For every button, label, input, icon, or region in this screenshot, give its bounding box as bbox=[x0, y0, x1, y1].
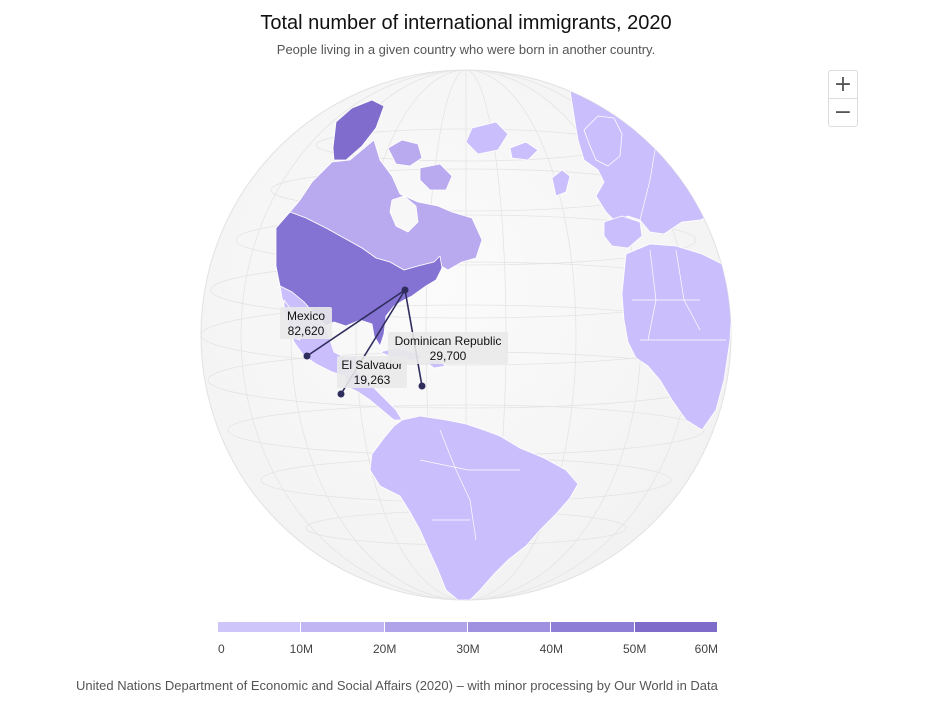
source-note: United Nations Department of Economic an… bbox=[76, 678, 718, 693]
legend-swatch[interactable] bbox=[301, 622, 384, 632]
mexico-point[interactable] bbox=[303, 352, 311, 360]
svg-text:El Salvador: El Salvador bbox=[341, 358, 402, 372]
iceland[interactable] bbox=[509, 141, 539, 161]
flow-label-dominican-republic: Dominican Republic 29,700 bbox=[388, 332, 508, 364]
legend-tick-label: 50M bbox=[622, 642, 647, 656]
hudson-bay bbox=[389, 195, 419, 233]
arctic-islands-2[interactable] bbox=[419, 163, 453, 191]
flow-label-el-salvador: El Salvador 19,263 bbox=[337, 356, 407, 388]
legend-swatch[interactable] bbox=[551, 622, 634, 632]
iberia[interactable] bbox=[603, 215, 643, 249]
zoom-controls: + − bbox=[828, 70, 858, 127]
zoom-out-button[interactable]: − bbox=[829, 98, 857, 126]
legend-swatch[interactable] bbox=[218, 622, 301, 632]
dominican-republic-point[interactable] bbox=[418, 382, 426, 390]
chart-title: Total number of international immigrants… bbox=[260, 12, 672, 34]
flow-label-mexico: Mexico 82,620 bbox=[280, 307, 332, 339]
legend-tick-label: 0 bbox=[218, 642, 225, 656]
legend-tick-label: 40M bbox=[539, 642, 563, 656]
united-kingdom[interactable] bbox=[551, 169, 571, 197]
svg-text:82,620: 82,620 bbox=[288, 324, 325, 338]
el-salvador-point[interactable] bbox=[337, 390, 345, 398]
legend-tick-label: 20M bbox=[372, 642, 397, 656]
africa[interactable] bbox=[621, 243, 732, 431]
legend-swatch[interactable] bbox=[634, 622, 717, 632]
south-america[interactable] bbox=[369, 415, 579, 600]
svg-text:29,700: 29,700 bbox=[430, 349, 467, 363]
scandinavia[interactable] bbox=[583, 115, 623, 167]
color-legend: 0 10M 20M 30M 40M 50M 60M bbox=[218, 622, 718, 662]
zoom-in-button[interactable]: + bbox=[833, 72, 853, 97]
origin-point bbox=[401, 286, 409, 294]
svg-text:Dominican Republic: Dominican Republic bbox=[395, 334, 502, 348]
legend-tick-label: 60M bbox=[694, 642, 718, 656]
svg-text:19,263: 19,263 bbox=[354, 373, 391, 387]
flow-line-mexico bbox=[306, 289, 406, 357]
legend-swatch[interactable] bbox=[384, 622, 467, 632]
chart-subtitle: People living in a given country who wer… bbox=[276, 42, 656, 57]
legend-tick-label: 30M bbox=[456, 642, 480, 656]
legend-tick-label: 10M bbox=[289, 642, 313, 656]
svg-text:Mexico: Mexico bbox=[287, 309, 325, 323]
legend-swatch[interactable] bbox=[468, 622, 551, 632]
arctic-islands[interactable] bbox=[387, 139, 423, 167]
svalbard[interactable] bbox=[465, 121, 509, 155]
greenland[interactable] bbox=[332, 99, 385, 161]
